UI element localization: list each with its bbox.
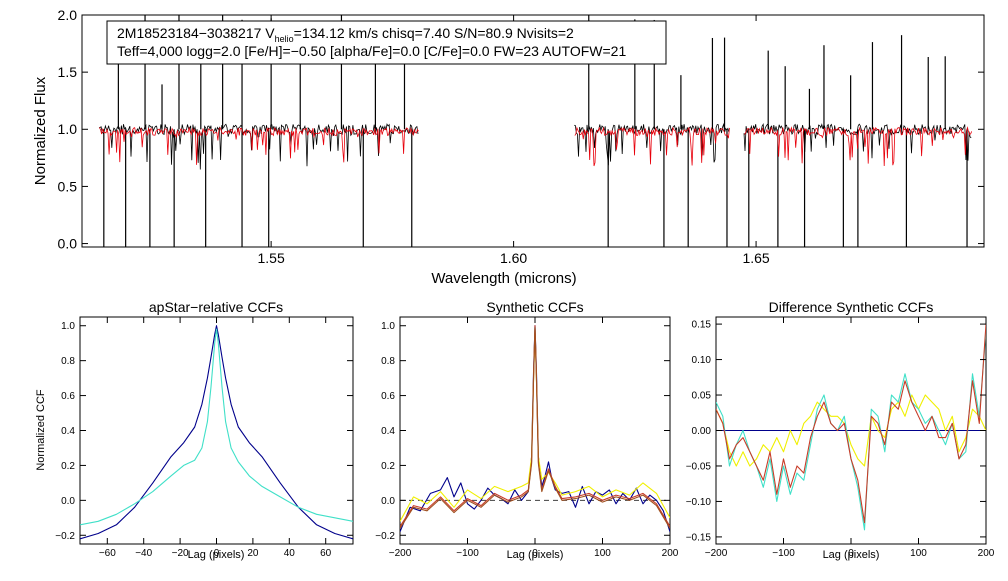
difference-ccf-ytick-label: 0.10 — [692, 355, 712, 366]
spectrum-ylabel: Normalized Flux — [32, 76, 49, 185]
apstar-ccf-ytick-label: −0.2 — [55, 531, 75, 542]
difference-ccf-ytick-label: 0.05 — [692, 391, 712, 402]
spectrum-xtick-label: 1.65 — [742, 250, 769, 266]
info-line-1: 2M18523184−3038217 Vhelio=134.12 km/s ch… — [117, 25, 574, 44]
synthetic-ccf-ytick-label: 1.0 — [381, 321, 395, 332]
apstar-ccf-xtick-label: 60 — [320, 548, 332, 559]
spectrum-xtick-label: 1.55 — [258, 250, 285, 266]
synthetic-ccf-line-synth-dark — [400, 325, 670, 533]
synthetic-ccf-ytick-label: 0.8 — [381, 356, 395, 367]
apstar-ccf-ytick-label: 0.4 — [61, 426, 75, 437]
synthetic-ccf-xtick-label: 200 — [662, 548, 679, 559]
difference-ccf-ytick-label: −0.10 — [686, 497, 712, 508]
apstar-ccf-line-ccf-2 — [80, 328, 353, 526]
synthetic-ccf-xtick-label: −200 — [389, 548, 412, 559]
spectrum-ytick-label: 2.0 — [58, 7, 78, 23]
synthetic-ccf-title: Synthetic CCFs — [486, 299, 583, 315]
apstar-ccf-frame — [79, 316, 354, 545]
difference-ccf-ytick-label: 0.00 — [692, 426, 712, 437]
synthetic-ccf-xtick-label: 0 — [532, 548, 538, 559]
apstar-ccf-line-ccf-1 — [80, 325, 353, 540]
difference-ccf-line-diff-yellow — [716, 394, 986, 467]
difference-ccf-xtick-label: 0 — [848, 548, 854, 559]
spectrum-model-line — [744, 126, 973, 167]
spectrum-xtick-label: 1.60 — [500, 250, 527, 266]
apstar-ccf-xtick-label: 40 — [284, 548, 296, 559]
spectrum-model-line — [574, 126, 730, 167]
apstar-ccf-xtick-label: 0 — [214, 548, 220, 559]
apstar-ccf-ylabel: Normalized CCF — [35, 389, 47, 471]
spectrum-ytick-label: 1.5 — [58, 64, 78, 80]
difference-ccf-title: Difference Synthetic CCFs — [769, 299, 934, 315]
apstar-ccf-title: apStar−relative CCFs — [149, 299, 283, 315]
apstar-ccf-xlabel: Lag (pixels) — [188, 549, 245, 561]
synthetic-ccf-ytick-label: 0.6 — [381, 391, 395, 402]
synthetic-ccf-line-synth-yellow — [400, 328, 670, 522]
difference-ccf-xtick-label: 200 — [978, 548, 995, 559]
synthetic-ccf-frame — [399, 316, 671, 545]
synthetic-ccf-ytick-label: 0.0 — [381, 496, 395, 507]
apstar-ccf-panel: apStar−relative CCFs −60 −40 −20 0 20 40 60 −0.… — [35, 299, 354, 561]
difference-ccf-ytick-label: −0.05 — [686, 461, 712, 472]
apstar-ccf-ticks: −60 −40 −20 0 20 40 60 −0.2 0.0 0.2 0.4 0.6 0.8 1.0 — [55, 317, 353, 559]
synthetic-ccf-plot-area — [400, 325, 670, 533]
synthetic-ccf-ticks: −200 −100 0 100 200 −0.2 0.0 0.2 0.4 0.6 0.8 1.0 — [375, 317, 679, 559]
difference-ccf-xtick-label: −100 — [772, 548, 795, 559]
difference-ccf-xtick-label: 100 — [910, 548, 927, 559]
synthetic-ccf-line-synth-brown — [400, 326, 670, 529]
apstar-ccf-plot-area — [80, 325, 353, 540]
apstar-ccf-ytick-label: 0.8 — [61, 356, 75, 367]
synthetic-ccf-line-synth-red — [400, 325, 670, 527]
difference-ccf-panel: Difference Synthetic CCFs −200 −100 0 100 20… — [686, 299, 995, 561]
difference-ccf-line-diff-red — [716, 324, 986, 524]
apstar-ccf-ytick-label: 1.0 — [61, 321, 75, 332]
difference-ccf-xlabel: Lag (pixels) — [823, 549, 880, 561]
apstar-ccf-ytick-label: 0.0 — [61, 496, 75, 507]
synthetic-ccf-ytick-label: 0.2 — [381, 461, 395, 472]
spectrum-ytick-label: 0.5 — [58, 178, 78, 194]
difference-ccf-xtick-label: −200 — [705, 548, 728, 559]
synthetic-ccf-xtick-label: −100 — [456, 548, 479, 559]
info-line-2: Teff=4,000 logg=2.0 [Fe/H]=−0.50 [alpha/… — [117, 43, 626, 59]
apstar-ccf-ytick-label: 0.6 — [61, 391, 75, 402]
spectrum-info-box — [106, 20, 667, 65]
synthetic-ccf-ytick-label: 0.4 — [381, 426, 395, 437]
synthetic-ccf-xtick-label: 100 — [594, 548, 611, 559]
difference-ccf-ytick-label: −0.15 — [686, 532, 712, 543]
apstar-ccf-xtick-label: 20 — [247, 548, 259, 559]
spectrum-panel: 1.55 1.60 1.65 0.0 0.5 1.0 1.5 2.0 Wavelength (… — [32, 7, 985, 287]
apstar-ccf-xtick-label: −40 — [135, 548, 152, 559]
spectrum-ytick-label: 0.0 — [58, 235, 78, 251]
difference-ccf-ticks: −200 −100 0 100 200 −0.15 −0.10 −0.05 0.00 0.05 0.… — [686, 317, 995, 559]
difference-ccf-plot-area — [716, 324, 986, 531]
synthetic-ccf-xlabel: Lag (pixels) — [507, 549, 564, 561]
difference-ccf-ytick-label: 0.15 — [692, 320, 712, 331]
apstar-ccf-xtick-label: −20 — [172, 548, 189, 559]
spectrum-xlabel: Wavelength (microns) — [431, 270, 576, 287]
apstar-ccf-ytick-label: 0.2 — [61, 461, 75, 472]
spectrum-frame — [81, 14, 985, 248]
synthetic-ccf-ytick-label: −0.2 — [375, 531, 395, 542]
synthetic-ccf-panel: Synthetic CCFs −200 −100 0 100 200 −0.2 0.0 0.2… — [375, 299, 679, 561]
spectrum-ytick-label: 1.0 — [58, 121, 78, 137]
spectrum-model-line — [99, 126, 419, 165]
spectrum-ticks: 1.55 1.60 1.65 0.0 0.5 1.0 1.5 2.0 — [58, 7, 984, 266]
apstar-ccf-xtick-label: −60 — [99, 548, 116, 559]
